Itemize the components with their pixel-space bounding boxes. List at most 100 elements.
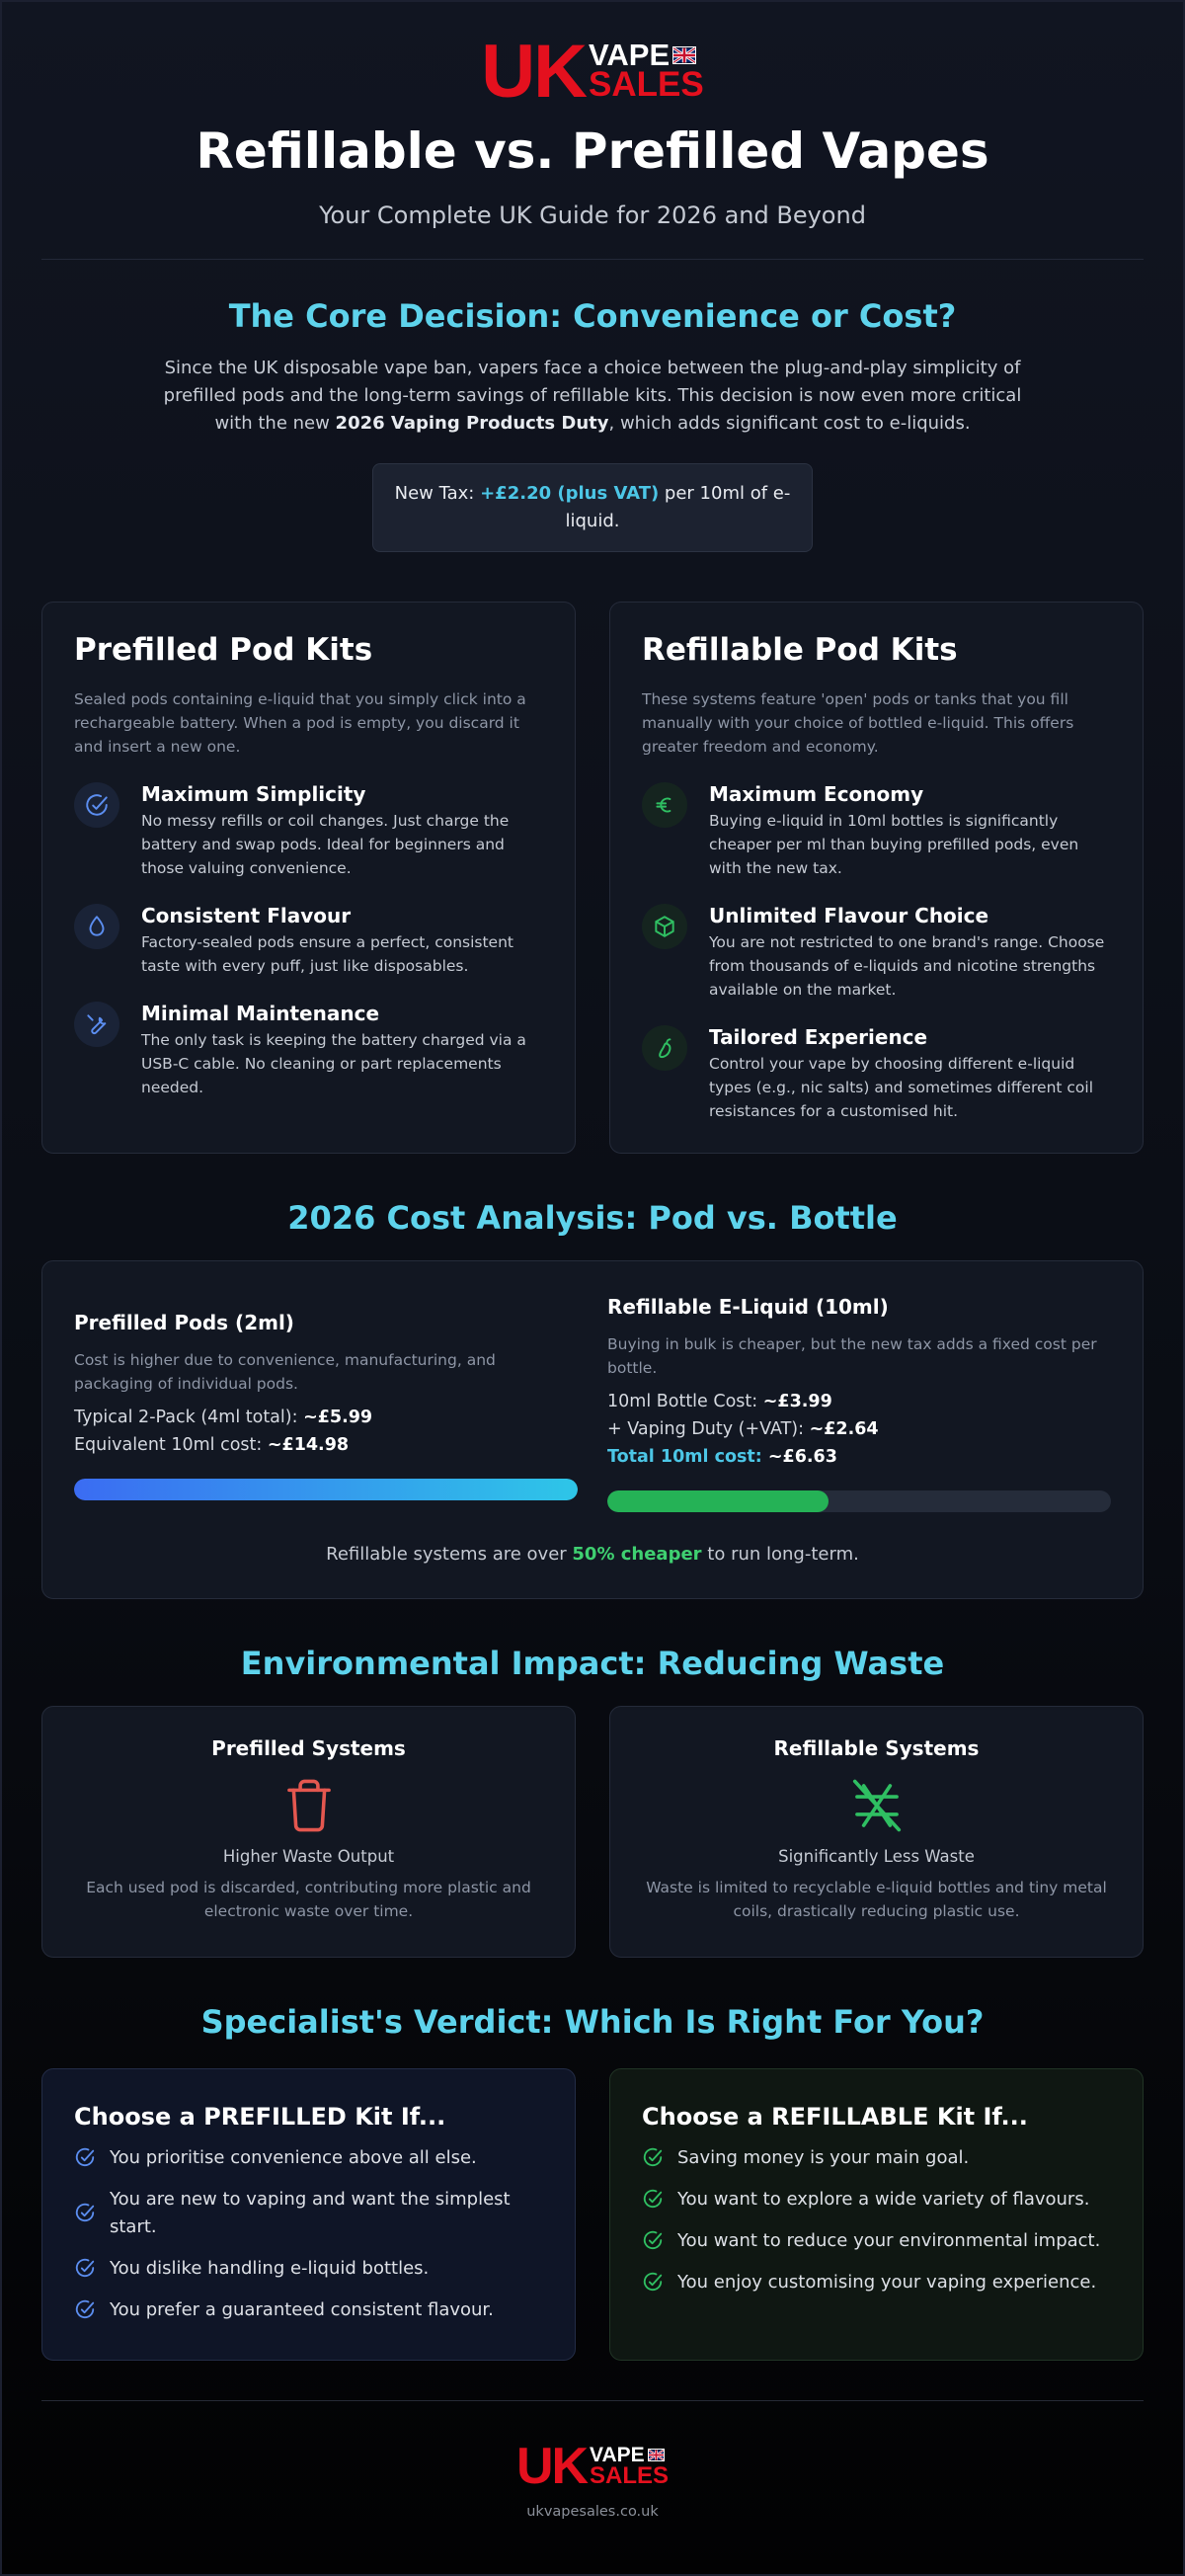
check-circle-icon: [643, 2272, 663, 2292]
refillable-environment-title: Refillable Systems: [773, 1736, 980, 1760]
refillable-cost-description: Buying in bulk is cheaper, but the new t…: [607, 1335, 1097, 1377]
logo-sales-text: SALES: [589, 65, 704, 105]
brand-logo[interactable]: UK VAPE SALES: [41, 0, 1144, 114]
check-circle-icon: [643, 2189, 663, 2209]
feature-text: Control your vape by choosing different …: [709, 1055, 1094, 1120]
verdict-list-item: You are new to vaping and want the simpl…: [74, 2186, 543, 2241]
feature-item: Unlimited Flavour Choice You are not res…: [642, 904, 1111, 1002]
savings-highlight: 50% cheaper: [572, 1544, 702, 1565]
recycle-slash-icon: [847, 1776, 907, 1835]
duty-name: 2026 Vaping Products Duty: [335, 413, 609, 434]
prefilled-waste-text: Each used pod is discarded, contributing…: [86, 1879, 531, 1920]
logo-uk-text: UK: [515, 2438, 589, 2495]
feature-text: Buying e-liquid in 10ml bottles is signi…: [709, 812, 1079, 877]
pepper-icon: [642, 1025, 687, 1071]
new-tax-callout: New Tax: +£2.20 (plus VAT) per 10ml of e…: [372, 463, 813, 552]
feature-item: Maximum Simplicity No messy refills or c…: [74, 782, 543, 880]
logo-sales-text: SALES: [590, 2461, 670, 2489]
vaping-duty-cost: + Vaping Duty (+VAT): ~£2.64: [607, 1419, 879, 1439]
prefilled-cost-bar: [74, 1479, 578, 1500]
feature-text: You are not restricted to one brand's ra…: [709, 933, 1105, 999]
prefilled-environment-card: Prefilled Systems Higher Waste Output Ea…: [41, 1706, 576, 1958]
check-circle-icon: [75, 2258, 95, 2278]
refillable-kits-title: Refillable Pod Kits: [642, 632, 958, 668]
footer-url-link[interactable]: ukvapesales.co.uk: [526, 2504, 659, 2520]
core-intro-text: Since the UK disposable vape ban, vapers…: [163, 358, 1022, 434]
feature-title: Maximum Economy: [709, 782, 924, 806]
feature-title: Tailored Experience: [709, 1025, 928, 1049]
refillable-environment-card: Refillable Systems Significantly Less Wa…: [609, 1706, 1144, 1958]
prefilled-cost-description: Cost is higher due to convenience, manuf…: [74, 1351, 496, 1393]
feature-item: Consistent Flavour Factory-sealed pods e…: [74, 904, 543, 978]
droplet-icon: [74, 904, 119, 949]
feature-item: Tailored Experience Control your vape by…: [642, 1025, 1111, 1123]
feature-text: No messy refills or coil changes. Just c…: [141, 812, 510, 877]
feature-title: Consistent Flavour: [141, 904, 352, 927]
check-circle-icon: [643, 2230, 663, 2250]
feature-text: Factory-sealed pods ensure a perfect, co…: [141, 933, 514, 975]
refillable-cost-bar: [607, 1490, 1111, 1512]
savings-note: Refillable systems are over 50% cheaper …: [326, 1544, 859, 1565]
prefilled-10ml-cost: Equivalent 10ml cost: ~£14.98: [74, 1435, 350, 1455]
feature-text: The only task is keeping the battery cha…: [141, 1031, 526, 1096]
check-circle-icon: [75, 2203, 95, 2222]
verdict-list-item: You dislike handling e-liquid bottles.: [74, 2255, 543, 2283]
refillable-cost-column: Refillable E-Liquid (10ml) Buying in bul…: [607, 1295, 1111, 1512]
prefilled-cost-column: Prefilled Pods (2ml) Cost is higher due …: [74, 1295, 578, 1512]
feature-title: Minimal Maintenance: [141, 1002, 380, 1025]
feature-title: Maximum Simplicity: [141, 782, 366, 806]
box-icon: [642, 904, 687, 949]
prefilled-cost-title: Prefilled Pods (2ml): [74, 1311, 294, 1334]
refillable-cost-title: Refillable E-Liquid (10ml): [607, 1295, 889, 1319]
euro-icon: [642, 782, 687, 828]
prefilled-pack-cost: Typical 2-Pack (4ml total): ~£5.99: [74, 1408, 373, 1427]
logo-uk-text: UK: [481, 29, 588, 114]
environment-heading: Environmental Impact: Reducing Waste: [240, 1645, 945, 1682]
refillable-cost-bar-fill: [607, 1490, 830, 1512]
verdict-list-item: You enjoy customising your vaping experi…: [642, 2269, 1111, 2296]
refillable-total-cost: Total 10ml cost: ~£6.63: [607, 1447, 837, 1467]
refillable-waste-text: Waste is limited to recyclable e-liquid …: [646, 1879, 1107, 1920]
core-decision-heading: The Core Decision: Convenience or Cost?: [228, 297, 957, 335]
prefilled-cost-bar-fill: [74, 1479, 578, 1500]
check-circle-icon: [643, 2147, 663, 2167]
prefilled-kits-card: Prefilled Pod Kits Sealed pods containin…: [41, 602, 576, 1154]
cost-analysis-heading: 2026 Cost Analysis: Pod vs. Bottle: [287, 1199, 898, 1237]
header-divider: [41, 259, 1144, 260]
prefilled-waste-label: Higher Waste Output: [222, 1847, 395, 1866]
verdict-list-item: You want to reduce your environmental im…: [642, 2227, 1111, 2255]
uk-flag-icon: [672, 45, 697, 64]
prefilled-kits-description: Sealed pods containing e-liquid that you…: [74, 690, 526, 756]
cost-analysis-card: Prefilled Pods (2ml) Cost is higher due …: [41, 1260, 1144, 1599]
check-circle-icon: [74, 782, 119, 828]
refillable-kits-description: These systems feature 'open' pods or tan…: [642, 690, 1074, 756]
prefilled-verdict-card: Choose a PREFILLED Kit If... You priorit…: [41, 2068, 576, 2361]
footer-divider: [41, 2400, 1144, 2401]
refillable-verdict-card: Choose a REFILLABLE Kit If... Saving mon…: [609, 2068, 1144, 2361]
tax-amount: +£2.20 (plus VAT): [480, 483, 660, 504]
feature-item: Maximum Economy Buying e-liquid in 10ml …: [642, 782, 1111, 880]
verdict-list-item: You prefer a guaranteed consistent flavo…: [74, 2296, 543, 2324]
logo-vape-text: VAPE: [590, 2444, 645, 2467]
refillable-verdict-title: Choose a REFILLABLE Kit If...: [642, 2103, 1028, 2131]
logo-vape-text: VAPE: [589, 37, 671, 72]
refillable-waste-label: Significantly Less Waste: [778, 1847, 975, 1866]
check-circle-icon: [75, 2147, 95, 2167]
check-circle-icon: [75, 2299, 95, 2319]
footer-brand-logo[interactable]: UK VAPE SALES: [41, 2437, 1144, 2496]
verdict-list-item: You prioritise convenience above all els…: [74, 2144, 543, 2172]
feature-title: Unlimited Flavour Choice: [709, 904, 989, 927]
prefilled-kits-title: Prefilled Pod Kits: [74, 632, 373, 668]
verdict-heading: Specialist's Verdict: Which Is Right For…: [200, 2003, 985, 2041]
refillable-kits-card: Refillable Pod Kits These systems featur…: [609, 602, 1144, 1154]
prefilled-verdict-title: Choose a PREFILLED Kit If...: [74, 2103, 446, 2131]
page-title: Refillable vs. Prefilled Vapes: [196, 122, 989, 180]
wrench-icon: [74, 1002, 119, 1047]
trash-icon: [279, 1776, 339, 1835]
uk-flag-icon: [647, 2449, 665, 2462]
verdict-list-item: You want to explore a wide variety of fl…: [642, 2186, 1111, 2214]
bottle-cost: 10ml Bottle Cost: ~£3.99: [607, 1392, 832, 1411]
page-subtitle: Your Complete UK Guide for 2026 and Beyo…: [319, 201, 866, 229]
prefilled-environment-title: Prefilled Systems: [211, 1736, 406, 1760]
feature-item: Minimal Maintenance The only task is kee…: [74, 1002, 543, 1099]
